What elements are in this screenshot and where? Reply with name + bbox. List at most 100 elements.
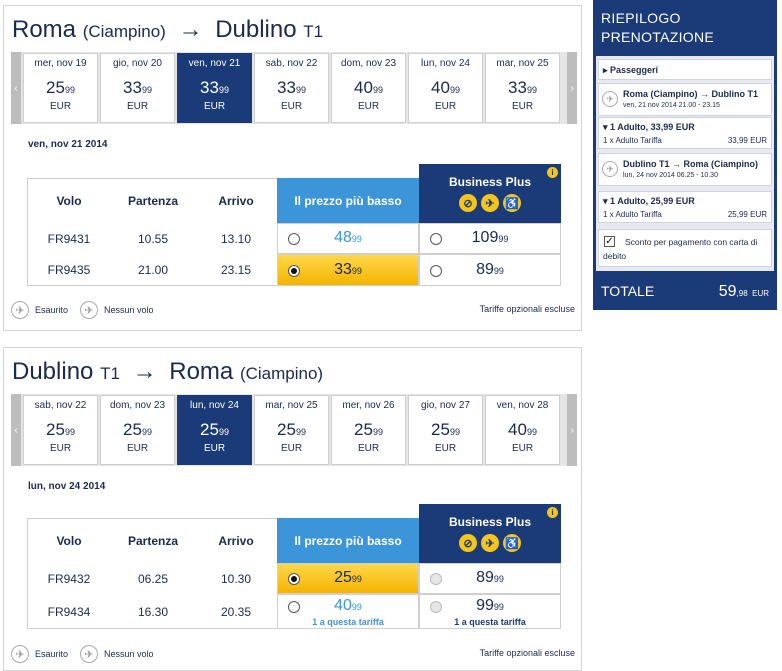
header-business-plus: Business Plus ⊘ ✈ ♿ i — [419, 164, 561, 223]
header-arrival: Arrivo — [218, 193, 254, 208]
fare-price: 4899 — [334, 229, 362, 246]
date-label: mer, nov 19 — [34, 58, 87, 69]
flight-code: FR9431 — [47, 231, 91, 246]
date-label: gio, nov 27 — [421, 400, 470, 411]
date-option[interactable]: dom, nov 23 4099 EUR — [331, 53, 406, 123]
business-fare-option[interactable]: 10999 — [419, 223, 561, 254]
selected-date: lun, nov 24 2014 — [28, 481, 106, 492]
date-option[interactable]: gio, nov 20 3399 EUR — [100, 53, 175, 123]
lowest-fare-option-selected[interactable]: 2599 — [277, 563, 419, 594]
info-icon[interactable]: i — [547, 507, 558, 518]
passengers-toggle[interactable]: ▸ Passeggeri — [598, 59, 772, 80]
outbound-journey: Roma (Ciampino) → Dublino T1 ‹ mer, nov … — [3, 5, 582, 331]
departure-time: 21.00 — [137, 263, 169, 277]
debit-discount-checkbox[interactable]: ✓ — [604, 236, 615, 247]
date-price: 3399 — [123, 78, 152, 97]
date-label: sab, nov 22 — [265, 58, 318, 69]
date-label: mar, nov 25 — [496, 58, 549, 69]
date-option[interactable]: sab, nov 22 3399 EUR — [254, 53, 329, 123]
date-option[interactable]: gio, nov 27 2599 EUR — [408, 395, 483, 465]
destination-city: Roma — [169, 358, 234, 385]
debit-discount-option[interactable]: Sconto per pagamento con carta di debito… — [598, 229, 772, 267]
accessible-seat-icon: ♿ — [503, 194, 521, 212]
plane-icon: ✈ — [602, 161, 618, 177]
fare-radio[interactable] — [430, 265, 442, 277]
currency: EUR — [280, 101, 303, 112]
lowest-fare-option[interactable]: 4899 — [277, 223, 419, 254]
lowest-fare-option[interactable]: 4099 1 a questa tariffa — [277, 594, 419, 629]
adult-fare-header: ▾ 1 Adulto, 25,99 EUR — [603, 196, 695, 206]
fare-radio[interactable] — [288, 233, 300, 245]
date-option[interactable]: mar, nov 25 2599 EUR — [254, 395, 329, 465]
bag-icon: ⊘ — [459, 194, 477, 212]
info-icon[interactable]: i — [547, 167, 558, 178]
date-price: 2599 — [431, 420, 460, 439]
date-option[interactable]: lun, nov 24 4099 EUR — [408, 53, 483, 123]
fare-price: 2599 — [334, 569, 362, 586]
date-option[interactable]: mer, nov 19 2599 EUR — [23, 53, 98, 123]
fare-radio-checked[interactable] — [288, 265, 300, 277]
accessible-seat-icon: ♿ — [503, 534, 521, 552]
no-flight-label: Nessun volo — [104, 305, 154, 315]
fare-radio-checked[interactable] — [288, 573, 300, 585]
fare-price: 4099 — [334, 597, 362, 614]
legend: ✈ Esaurito ✈ Nessun volo — [11, 301, 166, 319]
business-fare-option[interactable]: 8999 — [419, 254, 561, 286]
date-label: gio, nov 20 — [113, 58, 162, 69]
total-bar: TOTALE 59,98 EUR — [593, 272, 777, 310]
route-arrow: → — [178, 16, 203, 43]
flights-table: Volo Partenza Arrivo Il prezzo più basso… — [27, 164, 561, 286]
business-fare-option[interactable]: 8999 — [419, 563, 561, 594]
date-price: 2599 — [123, 420, 152, 439]
adult-fare-toggle[interactable]: ▾ 1 Adulto, 25,99 EUR 1 x Adulto Tariffa… — [598, 191, 772, 223]
header-flight: Volo — [56, 193, 82, 208]
fare-radio[interactable] — [430, 601, 442, 613]
fare-radio[interactable] — [430, 573, 442, 585]
departure-time: 10.55 — [137, 231, 169, 246]
prev-dates-button[interactable]: ‹ — [11, 394, 21, 466]
date-price: 4099 — [431, 78, 460, 97]
fare-radio[interactable] — [288, 601, 300, 613]
currency: EUR — [203, 443, 226, 454]
sold-out-label: Esaurito — [35, 305, 69, 315]
date-label: ven, nov 28 — [496, 400, 549, 411]
departure-time: 16.30 — [137, 604, 169, 619]
seats-left-note: 1 a questa tariffa — [312, 617, 384, 627]
date-option-selected[interactable]: lun, nov 24 2599 EUR — [177, 395, 252, 465]
summary-leg-outbound: ✈ Roma (Ciampino) → Dublino T1 ven, 21 n… — [598, 83, 772, 116]
currency: EUR — [434, 101, 457, 112]
business-fare-option[interactable]: 9999 1 a questa tariffa — [419, 594, 561, 629]
date-price: 3399 — [277, 78, 306, 97]
date-option[interactable]: mar, nov 25 3399 EUR — [485, 53, 560, 123]
summary-leg-return: ✈ Dublino T1 → Roma (Ciampino) lun, 24 n… — [598, 153, 772, 186]
arrival-time: 13.10 — [220, 231, 252, 246]
prev-dates-button[interactable]: ‹ — [11, 52, 21, 124]
plane-icon: ✈ — [602, 91, 618, 107]
date-option[interactable]: ven, nov 28 4099 EUR — [485, 395, 560, 465]
origin-terminal: T1 — [100, 364, 120, 383]
next-dates-button[interactable]: › — [567, 394, 577, 466]
next-dates-button[interactable]: › — [567, 52, 577, 124]
date-option[interactable]: mer, nov 26 2599 EUR — [331, 395, 406, 465]
date-price: 2599 — [200, 420, 229, 439]
date-option[interactable]: dom, nov 23 2599 EUR — [100, 395, 175, 465]
currency: EUR — [126, 443, 149, 454]
fare-radio[interactable] — [430, 233, 442, 245]
flights-table: Volo Partenza Arrivo Il prezzo più basso… — [27, 504, 561, 629]
lowest-fare-option-selected[interactable]: 3399 — [277, 254, 419, 286]
currency: EUR — [511, 443, 534, 454]
adult-fare-toggle[interactable]: ▾ 1 Adulto, 33,99 EUR 1 x Adulto Tariffa… — [598, 117, 772, 149]
date-option[interactable]: sab, nov 22 2599 EUR — [23, 395, 98, 465]
fast-track-icon: ✈ — [481, 534, 499, 552]
sold-out-icon: ✈ — [11, 301, 29, 319]
selected-date: ven, nov 21 2014 — [28, 139, 108, 150]
origin-city: Dublino — [12, 358, 94, 385]
date-option-selected[interactable]: ven, nov 21 3399 EUR — [177, 53, 252, 123]
date-label: sab, nov 22 — [34, 400, 87, 411]
origin-city: Roma — [12, 16, 77, 43]
header-lowest-fare: Il prezzo più basso — [277, 518, 419, 563]
fare-price: 8999 — [476, 261, 504, 278]
fast-track-icon: ✈ — [481, 194, 499, 212]
date-label: dom, nov 23 — [109, 400, 166, 411]
fare-label: 1 x Adulto Tariffa — [603, 136, 662, 145]
